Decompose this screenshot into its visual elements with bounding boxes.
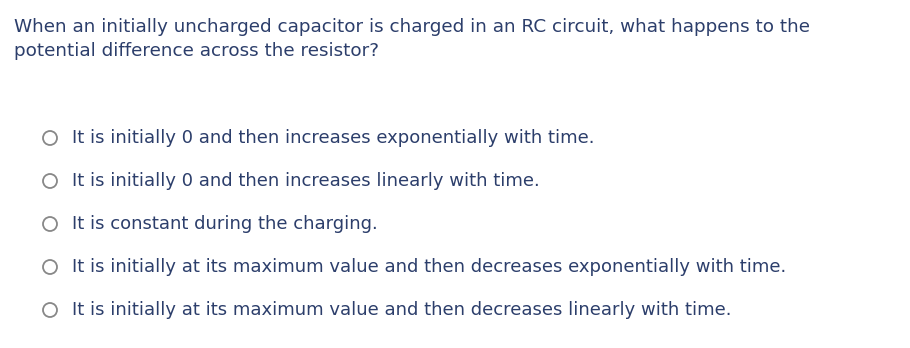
Text: It is initially 0 and then increases exponentially with time.: It is initially 0 and then increases exp… bbox=[72, 129, 594, 147]
Text: potential difference across the resistor?: potential difference across the resistor… bbox=[14, 42, 379, 60]
Text: It is constant during the charging.: It is constant during the charging. bbox=[72, 215, 378, 233]
Text: It is initially 0 and then increases linearly with time.: It is initially 0 and then increases lin… bbox=[72, 172, 540, 190]
Text: When an initially uncharged capacitor is charged in an RC circuit, what happens : When an initially uncharged capacitor is… bbox=[14, 18, 810, 36]
Text: It is initially at its maximum value and then decreases linearly with time.: It is initially at its maximum value and… bbox=[72, 301, 732, 319]
Text: It is initially at its maximum value and then decreases exponentially with time.: It is initially at its maximum value and… bbox=[72, 258, 786, 276]
